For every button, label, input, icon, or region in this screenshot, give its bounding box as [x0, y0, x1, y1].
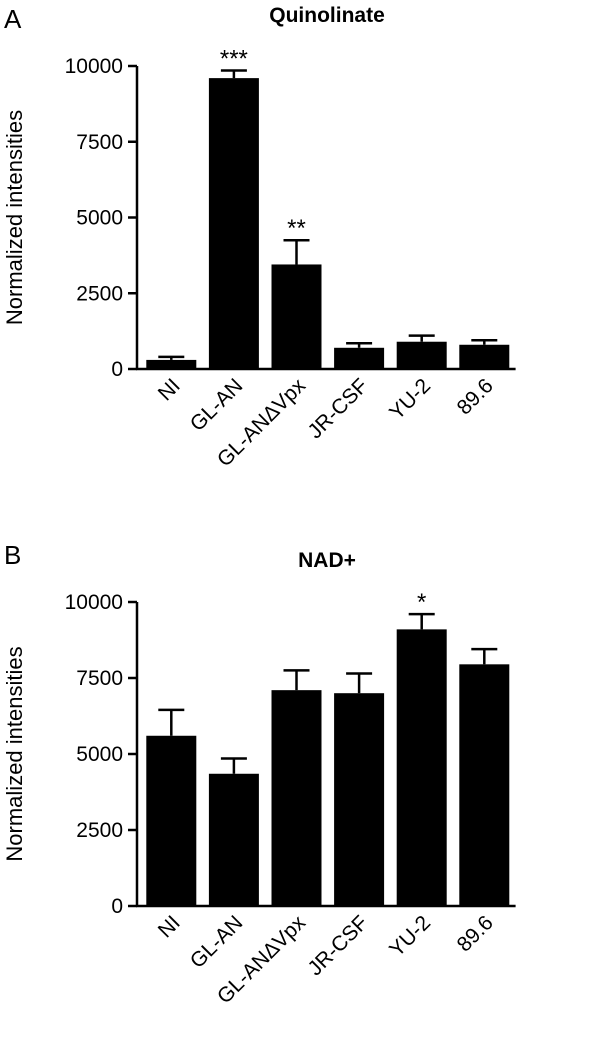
significance-label: *** — [220, 46, 248, 73]
panel-a-chart: A Quinolinate Normalized intensities 0 2500 5… — [2, 4, 516, 471]
bar — [396, 341, 447, 369]
panel-letter: B — [4, 540, 21, 570]
panel-b-chart: B NAD+ Normalized intensities 0 2500 5000 7500… — [2, 540, 516, 1008]
x-tick-label: NI — [154, 374, 185, 405]
x-tick-label: NI — [154, 911, 185, 942]
y-tick-label: 2500 — [76, 819, 123, 842]
bar — [271, 264, 322, 369]
x-tick-label: JR-CSF — [304, 374, 373, 443]
bar — [396, 629, 447, 906]
y-tick-label: 7500 — [76, 667, 123, 690]
bar — [459, 664, 510, 906]
bar — [146, 735, 197, 906]
y-tick-label: 2500 — [76, 282, 123, 305]
panel-letter: A — [4, 4, 22, 34]
bar — [208, 78, 259, 370]
y-axis-label: Normalized intensities — [2, 646, 27, 861]
x-tick-label: JR-CSF — [304, 911, 373, 980]
chart-title: NAD+ — [298, 549, 356, 572]
y-tick-label: 10000 — [65, 55, 123, 78]
x-tick-label: GL-AN — [186, 374, 248, 436]
bar — [459, 344, 510, 369]
bar — [334, 347, 385, 369]
x-tick-label: 89.6 — [453, 911, 498, 956]
bar — [146, 359, 197, 369]
x-tick-label: YU-2 — [385, 374, 435, 424]
y-tick-label: 10000 — [65, 591, 123, 614]
bar — [334, 693, 385, 906]
y-axis-label: Normalized intensities — [2, 110, 27, 325]
y-tick-label: 5000 — [76, 743, 123, 766]
bar — [271, 690, 322, 906]
y-tick-label: 0 — [111, 895, 123, 918]
chart-title: Quinolinate — [269, 4, 385, 27]
significance-label: * — [417, 589, 426, 616]
significance-label: ** — [287, 215, 306, 242]
bar — [208, 773, 259, 906]
y-tick-label: 7500 — [76, 131, 123, 154]
x-tick-label: YU-2 — [385, 911, 435, 961]
y-tick-label: 5000 — [76, 207, 123, 230]
x-tick-label: 89.6 — [453, 374, 498, 419]
x-tick-label: GL-AN — [186, 911, 248, 973]
y-tick-label: 0 — [111, 358, 123, 381]
